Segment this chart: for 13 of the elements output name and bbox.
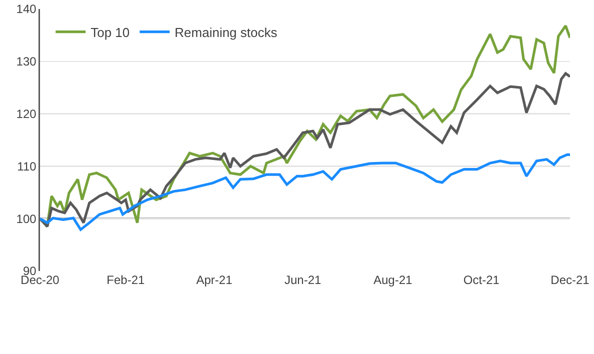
y-tick-label: 110: [17, 159, 37, 174]
legend-label: Remaining stocks: [174, 24, 278, 40]
y-tick-label: 100: [16, 212, 37, 226]
x-tick-label: Jun-21: [284, 273, 322, 287]
y-tick-label: 130: [16, 54, 37, 69]
x-tick-label: Apr-21: [196, 273, 233, 287]
x-tick-label: Aug-21: [374, 273, 413, 287]
x-tick-label: Dec-21: [550, 273, 590, 287]
y-tick-label: 140: [16, 2, 37, 16]
y-tick-label: 120: [16, 107, 37, 121]
x-tick-label: Feb-21: [106, 273, 145, 287]
x-tick-label: Oct-21: [463, 273, 500, 287]
legend-label: Top 10: [90, 24, 130, 40]
